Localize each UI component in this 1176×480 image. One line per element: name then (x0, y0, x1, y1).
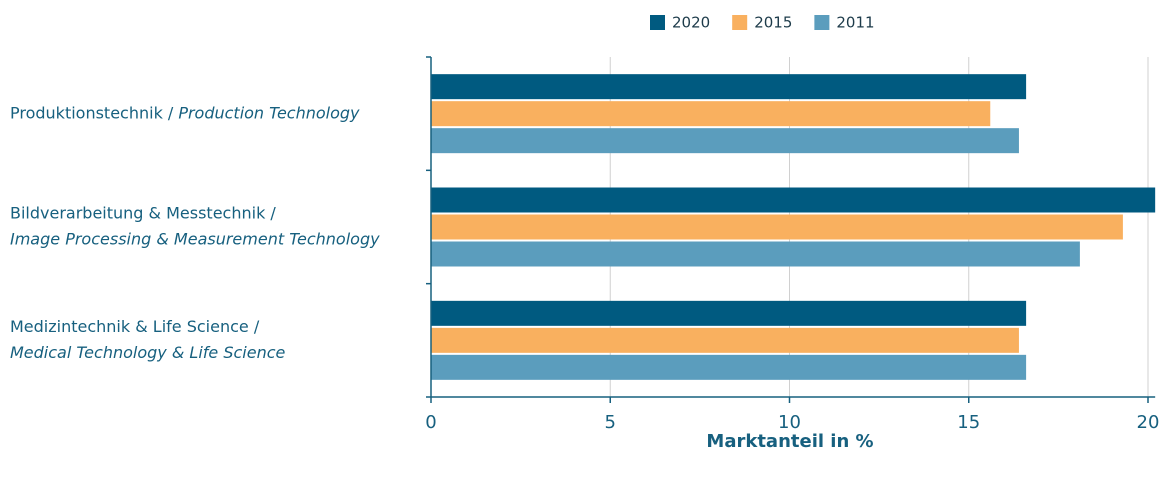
x-tick-label: 20 (1137, 412, 1160, 433)
bar (431, 187, 1156, 213)
x-tick-label: 5 (605, 412, 616, 433)
legend-swatch (814, 15, 830, 30)
category-label-en: Image Processing & Measurement Technolog… (10, 230, 380, 249)
bar (431, 354, 1027, 380)
bar (431, 327, 1019, 353)
legend-label: 2020 (672, 14, 710, 32)
bar (431, 241, 1080, 267)
x-axis-title: Marktanteil in % (706, 431, 873, 452)
bar (431, 300, 1027, 326)
x-tick-label: 10 (778, 412, 801, 433)
bar (431, 74, 1027, 100)
x-tick-label: 0 (425, 412, 436, 433)
bar (431, 128, 1019, 154)
category-label-de: Medizintechnik & Life Science / (10, 317, 260, 336)
legend-swatch (650, 15, 665, 30)
bar (431, 214, 1123, 240)
bar (431, 101, 991, 127)
legend-swatch (732, 15, 748, 30)
category-label: Produktionstechnik / Production Technolog… (10, 103, 360, 122)
legend-label: 2015 (754, 14, 792, 32)
category-label-en: Medical Technology & Life Science (10, 343, 286, 362)
legend-label: 2011 (836, 14, 874, 32)
category-label-de: Bildverarbeitung & Messtechnik / (10, 204, 276, 223)
category-label-en: Production Technology (178, 103, 360, 122)
x-tick-label: 15 (957, 412, 980, 433)
category-label-de: Produktionstechnik / (10, 103, 174, 122)
